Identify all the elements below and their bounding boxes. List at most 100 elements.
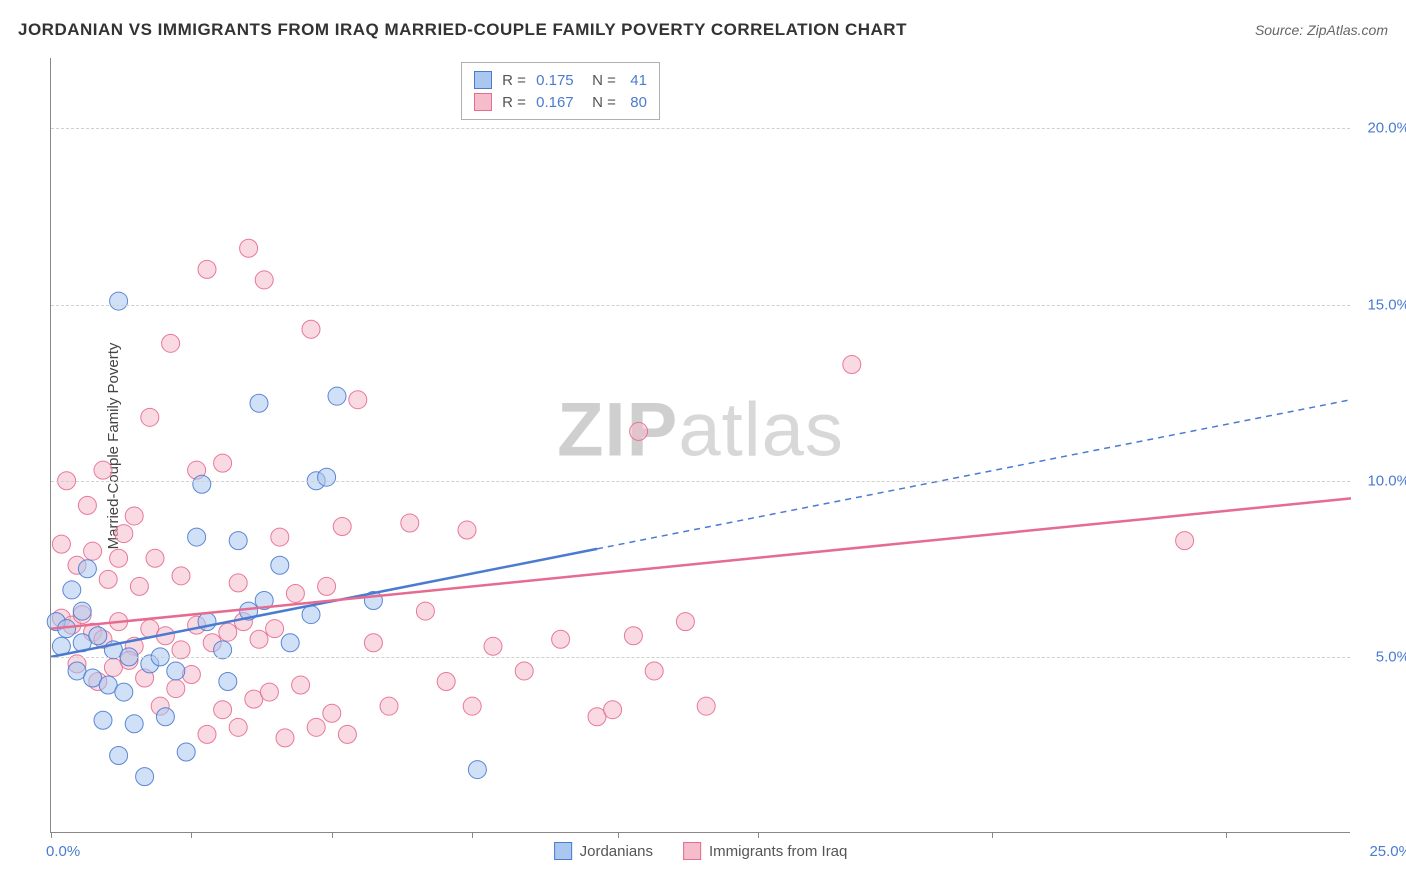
scatter-point xyxy=(318,468,336,486)
gridline-h xyxy=(51,481,1350,482)
x-axis-label-max: 25.0% xyxy=(1369,843,1406,860)
scatter-point xyxy=(78,496,96,514)
scatter-point xyxy=(697,697,715,715)
x-tick xyxy=(191,832,192,838)
scatter-point xyxy=(604,701,622,719)
scatter-point xyxy=(130,577,148,595)
scatter-point xyxy=(266,620,284,638)
scatter-point xyxy=(338,725,356,743)
scatter-point xyxy=(125,507,143,525)
legend-r-label: R = xyxy=(498,94,530,111)
scatter-point xyxy=(94,711,112,729)
scatter-point xyxy=(110,549,128,567)
scatter-point xyxy=(307,718,325,736)
scatter-point xyxy=(323,704,341,722)
scatter-point xyxy=(198,260,216,278)
chart-title: JORDANIAN VS IMMIGRANTS FROM IRAQ MARRIE… xyxy=(18,20,907,40)
scatter-point xyxy=(167,662,185,680)
scatter-point xyxy=(458,521,476,539)
scatter-point xyxy=(156,708,174,726)
scatter-point xyxy=(260,683,278,701)
scatter-point xyxy=(302,606,320,624)
scatter-point xyxy=(302,320,320,338)
scatter-point xyxy=(172,567,190,585)
scatter-point xyxy=(1176,532,1194,550)
scatter-point xyxy=(255,271,273,289)
scatter-point xyxy=(52,535,70,553)
y-tick-label: 20.0% xyxy=(1355,120,1406,137)
scatter-point xyxy=(110,292,128,310)
legend-label: Jordanians xyxy=(580,843,653,860)
trend-line xyxy=(51,498,1351,628)
scatter-point xyxy=(63,581,81,599)
scatter-point xyxy=(630,422,648,440)
bottom-legend: Jordanians Immigrants from Iraq xyxy=(554,842,848,860)
scatter-point xyxy=(281,634,299,652)
x-tick xyxy=(332,832,333,838)
scatter-point xyxy=(229,532,247,550)
scatter-point xyxy=(214,701,232,719)
scatter-point xyxy=(115,683,133,701)
scatter-point xyxy=(229,718,247,736)
legend-swatch xyxy=(474,93,492,111)
scatter-point xyxy=(364,634,382,652)
scatter-point xyxy=(136,768,154,786)
scatter-point xyxy=(401,514,419,532)
stats-legend: R = 0.175 N = 41 R = 0.167 N = 80 xyxy=(461,62,660,120)
scatter-point xyxy=(198,725,216,743)
scatter-point xyxy=(645,662,663,680)
scatter-point xyxy=(94,461,112,479)
scatter-point xyxy=(162,334,180,352)
gridline-h xyxy=(51,128,1350,129)
scatter-point xyxy=(125,715,143,733)
legend-r-value: 0.175 xyxy=(536,72,574,89)
scatter-point xyxy=(515,662,533,680)
gridline-h xyxy=(51,305,1350,306)
scatter-point xyxy=(416,602,434,620)
scatter-point xyxy=(276,729,294,747)
legend-r-label: R = xyxy=(498,72,530,89)
scatter-point xyxy=(286,584,304,602)
x-tick xyxy=(758,832,759,838)
x-axis-label-min: 0.0% xyxy=(46,843,80,860)
scatter-point xyxy=(318,577,336,595)
y-tick-label: 5.0% xyxy=(1355,648,1406,665)
scatter-point xyxy=(73,602,91,620)
scatter-point xyxy=(437,673,455,691)
scatter-point xyxy=(333,518,351,536)
scatter-plot-svg xyxy=(51,58,1350,832)
scatter-point xyxy=(229,574,247,592)
scatter-point xyxy=(78,560,96,578)
plot-area: ZIPatlas R = 0.175 N = 41 R = 0.167 N = … xyxy=(50,58,1350,833)
x-tick xyxy=(618,832,619,838)
y-tick-label: 15.0% xyxy=(1355,296,1406,313)
x-tick xyxy=(992,832,993,838)
scatter-point xyxy=(843,355,861,373)
scatter-point xyxy=(110,747,128,765)
bottom-legend-item: Immigrants from Iraq xyxy=(683,842,847,860)
scatter-point xyxy=(250,394,268,412)
scatter-point xyxy=(219,673,237,691)
scatter-point xyxy=(484,637,502,655)
scatter-point xyxy=(219,623,237,641)
scatter-point xyxy=(328,387,346,405)
trend-line xyxy=(51,549,597,657)
scatter-point xyxy=(182,665,200,683)
stats-legend-row: R = 0.167 N = 80 xyxy=(474,91,647,113)
scatter-point xyxy=(89,627,107,645)
scatter-point xyxy=(193,475,211,493)
scatter-point xyxy=(380,697,398,715)
legend-n-value: 80 xyxy=(626,94,647,111)
scatter-point xyxy=(99,570,117,588)
scatter-point xyxy=(188,528,206,546)
scatter-point xyxy=(463,697,481,715)
legend-swatch xyxy=(683,842,701,860)
scatter-point xyxy=(271,556,289,574)
scatter-point xyxy=(349,391,367,409)
legend-label: Immigrants from Iraq xyxy=(709,843,847,860)
trend-line-dashed xyxy=(597,400,1351,549)
bottom-legend-item: Jordanians xyxy=(554,842,653,860)
stats-legend-row: R = 0.175 N = 41 xyxy=(474,69,647,91)
scatter-point xyxy=(146,549,164,567)
x-tick xyxy=(472,832,473,838)
